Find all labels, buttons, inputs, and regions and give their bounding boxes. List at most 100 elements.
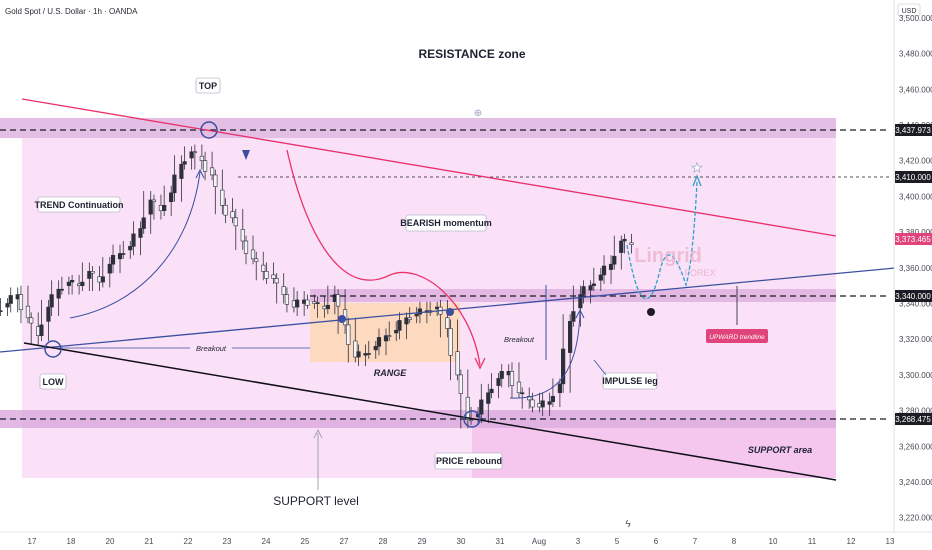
candle-body [100, 276, 105, 283]
candle-body [230, 211, 235, 219]
price-axis-panel[interactable] [894, 0, 932, 550]
support-trendline[interactable] [23, 342, 837, 481]
y-tick-label: 3,480.000 [899, 50, 932, 59]
bearish-arrowhead [474, 357, 486, 370]
candle-body [383, 335, 389, 342]
level-badge-3268 [895, 413, 932, 425]
candle-body [346, 324, 351, 345]
y-tick-label: 3,320.000 [899, 335, 932, 344]
x-tick-label: 5 [615, 537, 620, 546]
candle-body [608, 263, 614, 270]
y-tick-label: 3,260.000 [899, 442, 932, 451]
candle-body [271, 274, 276, 279]
price-rebound-label: PRICE rebound [436, 456, 502, 466]
candle-body [486, 392, 491, 404]
impulse-leg-pointer [593, 359, 607, 376]
x-tick-label: 22 [184, 537, 193, 546]
candle-body [448, 328, 453, 356]
top-pivot-circle[interactable] [200, 121, 218, 139]
x-tick-label: 21 [145, 537, 154, 546]
bearish-momentum-box [405, 214, 487, 232]
low-pivot-circle[interactable] [44, 340, 62, 358]
watermark-sub: FOREX [684, 268, 715, 278]
candle-body [0, 310, 3, 312]
candle-body [117, 253, 123, 260]
channel-top-line[interactable] [21, 98, 837, 237]
candle-body [5, 303, 10, 308]
impulse-arrowhead [575, 308, 585, 319]
candle-body [209, 167, 215, 176]
y-tick-label: 3,400.000 [899, 192, 932, 201]
x-tick-label: 6 [654, 537, 659, 546]
level-badge-3437 [895, 124, 932, 136]
candle-body [540, 400, 545, 408]
candle-body [199, 155, 204, 161]
candle-body [49, 294, 54, 308]
candle-body [598, 274, 603, 281]
candle-body [455, 351, 460, 376]
candle-body [394, 329, 399, 334]
level-badge-3340-text: 3,340.000 [895, 292, 931, 301]
x-tick-label: 24 [262, 537, 271, 546]
candle-body [59, 288, 64, 291]
x-tick-label: 25 [301, 537, 310, 546]
x-tick-label: 29 [418, 537, 427, 546]
target-star-icon: ★ [691, 160, 703, 175]
candle-body [612, 255, 617, 265]
candle-body [46, 306, 51, 322]
candle-body [264, 271, 269, 279]
candle-body [571, 311, 576, 322]
x-tick-label: 28 [379, 537, 388, 546]
candle-body [489, 388, 494, 394]
watermark-brand: Lingrid [634, 245, 702, 267]
down-arrow-icon [242, 150, 250, 160]
candle-body [407, 317, 412, 320]
candle-body [315, 302, 320, 304]
candle-body [274, 278, 279, 284]
trend-continuation-arrowhead [195, 168, 205, 179]
candle-body [295, 299, 300, 308]
impulse-leg-arc [509, 311, 581, 399]
x-tick-label: 8 [732, 537, 737, 546]
candle-body [281, 286, 286, 295]
candle-body [561, 348, 566, 385]
flash-icon[interactable]: ϟ [625, 519, 631, 530]
candle-body [376, 337, 382, 347]
candle-body [591, 283, 596, 286]
x-tick-label: 27 [340, 537, 349, 546]
candle-body [499, 371, 504, 379]
bearish-momentum-curve[interactable] [286, 149, 481, 366]
last-price-badge [895, 233, 932, 245]
bearish-momentum-label: BEARISH momentum [400, 218, 492, 228]
x-tick-label: 18 [67, 537, 76, 546]
candle-body [284, 294, 290, 305]
top-label: TOP [199, 81, 217, 91]
y-tick-label: 3,340.000 [899, 299, 932, 308]
candle-body [148, 199, 153, 215]
candle-body [87, 271, 92, 279]
candle-body [80, 281, 85, 286]
candle-body [404, 317, 409, 325]
candle-body [353, 340, 358, 358]
candle-body [66, 281, 71, 286]
candle-body [601, 265, 607, 276]
range-dot-left [338, 315, 346, 323]
candle-body [240, 229, 245, 242]
alert-bell-icon[interactable]: ⊕ [474, 108, 482, 119]
support-area-zone [0, 410, 836, 428]
rebound-pivot-circle[interactable] [463, 410, 481, 428]
candle-body [39, 324, 44, 336]
candle-body [356, 351, 361, 358]
candle-body [220, 189, 225, 206]
x-tick-label: 13 [886, 537, 895, 546]
candle-body [169, 192, 174, 203]
projection-path[interactable] [626, 181, 698, 300]
candle-body [588, 285, 593, 291]
y-tick-label: 3,300.000 [899, 371, 932, 380]
candle-body [527, 396, 532, 401]
candle-body [445, 317, 450, 329]
candle-body [213, 174, 218, 187]
candle-body [557, 383, 562, 394]
candle-body [29, 317, 34, 324]
